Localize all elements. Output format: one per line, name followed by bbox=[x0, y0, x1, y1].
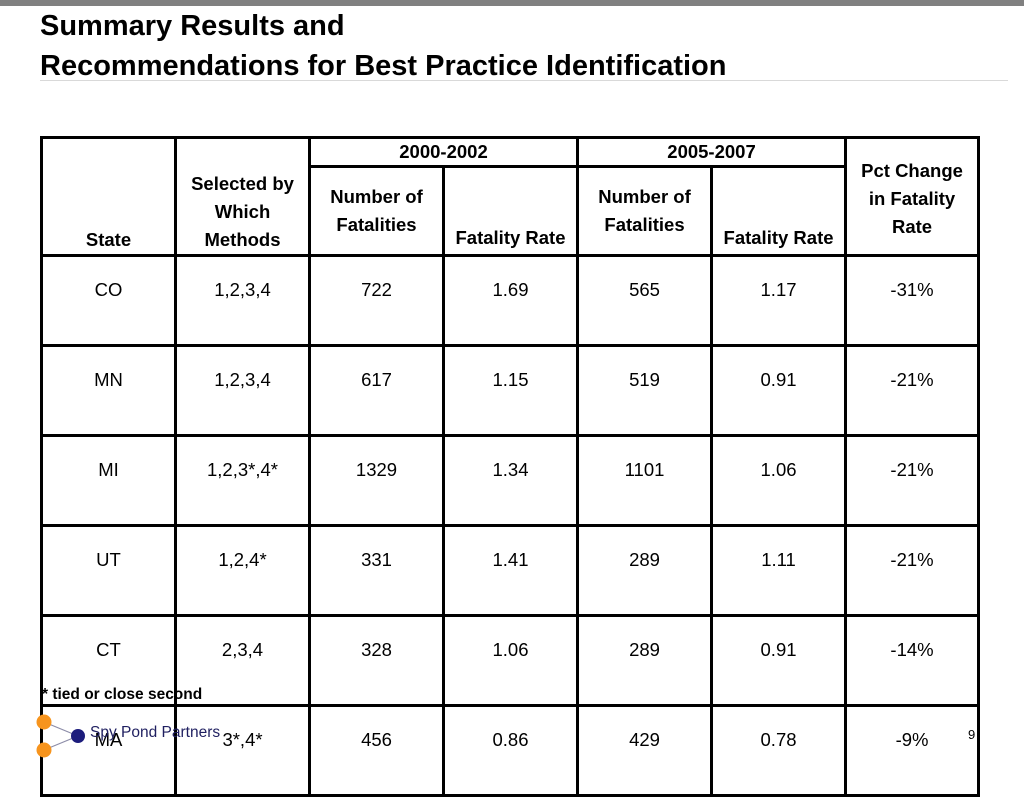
cell-fatalities-2005: 289 bbox=[576, 614, 714, 707]
logo-navy-dot bbox=[71, 729, 85, 743]
cell-state: MI bbox=[40, 434, 177, 527]
cell-rate-2000: 1.06 bbox=[441, 614, 580, 707]
title-line-1: Summary Results and bbox=[40, 10, 345, 42]
header-pct-change: Pct Change in Fatality Rate bbox=[844, 136, 981, 257]
cell-fatalities-2000: 328 bbox=[308, 614, 445, 707]
cell-pct-change: -21% bbox=[844, 524, 981, 617]
table-row-ct: CT 2,3,4 328 1.06 289 0.91 -14% bbox=[40, 614, 981, 707]
cell-fatalities-2005: 565 bbox=[576, 254, 714, 347]
header-fatality-rate-2005: Fatality Rate bbox=[710, 165, 848, 257]
cell-methods: 1,2,3*,4* bbox=[174, 434, 311, 527]
top-accent-bar bbox=[0, 0, 1024, 6]
table-row-mn: MN 1,2,3,4 617 1.15 519 0.91 -21% bbox=[40, 344, 981, 437]
cell-fatalities-2000: 331 bbox=[308, 524, 445, 617]
brand-name: Spy Pond Partners bbox=[90, 724, 221, 741]
cell-pct-change: -21% bbox=[844, 434, 981, 527]
cell-methods: 1,2,3,4 bbox=[174, 344, 311, 437]
table-row-ma: MA 3*,4* 456 0.86 429 0.78 -9% bbox=[40, 704, 981, 797]
cell-rate-2000: 1.41 bbox=[441, 524, 580, 617]
footnote: * tied or close second bbox=[42, 686, 203, 703]
cell-rate-2005: 1.06 bbox=[710, 434, 848, 527]
header-period-2005-2007: 2005-2007 bbox=[576, 136, 848, 168]
cell-methods: 1,2,3,4 bbox=[174, 254, 311, 347]
cell-methods: 3*,4* bbox=[174, 704, 311, 797]
cell-rate-2005: 0.78 bbox=[710, 704, 848, 797]
cell-fatalities-2005: 429 bbox=[576, 704, 714, 797]
cell-fatalities-2000: 456 bbox=[308, 704, 445, 797]
cell-rate-2005: 1.11 bbox=[710, 524, 848, 617]
cell-pct-change: -21% bbox=[844, 344, 981, 437]
header-selected-methods: Selected by Which Methods bbox=[174, 136, 311, 257]
cell-fatalities-2005: 519 bbox=[576, 344, 714, 437]
cell-pct-change: -31% bbox=[844, 254, 981, 347]
cell-rate-2005: 0.91 bbox=[710, 344, 848, 437]
spy-pond-logo-icon bbox=[36, 714, 85, 758]
cell-fatalities-2000: 1329 bbox=[308, 434, 445, 527]
cell-methods: 2,3,4 bbox=[174, 614, 311, 707]
cell-fatalities-2005: 1101 bbox=[576, 434, 714, 527]
cell-state: MN bbox=[40, 344, 177, 437]
logo-orange-dot-top bbox=[36, 714, 52, 730]
header-state: State bbox=[40, 136, 177, 257]
page-number: 9 bbox=[968, 727, 976, 742]
table-row-ut: UT 1,2,4* 331 1.41 289 1.11 -21% bbox=[40, 524, 981, 617]
logo-orange-dot-bottom bbox=[36, 742, 52, 758]
cell-state: CO bbox=[40, 254, 177, 347]
cell-rate-2005: 1.17 bbox=[710, 254, 848, 347]
header-row-periods: State Selected by Which Methods 2000-200… bbox=[40, 136, 981, 257]
cell-pct-change: -9% bbox=[844, 704, 981, 797]
table-row-mi: MI 1,2,3*,4* 1329 1.34 1101 1.06 -21% bbox=[40, 434, 981, 527]
cell-fatalities-2000: 617 bbox=[308, 344, 445, 437]
header-fatalities-2005: Number of Fatalities bbox=[576, 165, 714, 257]
cell-rate-2000: 1.15 bbox=[441, 344, 580, 437]
title-line-2: Recommendations for Best Practice Identi… bbox=[40, 50, 727, 82]
page-title: Summary Results and Recommendations for … bbox=[40, 6, 726, 86]
cell-methods: 1,2,4* bbox=[174, 524, 311, 617]
cell-rate-2005: 0.91 bbox=[710, 614, 848, 707]
title-divider bbox=[40, 80, 1008, 81]
cell-state: CT bbox=[40, 614, 177, 707]
cell-pct-change: -14% bbox=[844, 614, 981, 707]
header-fatalities-2000: Number of Fatalities bbox=[308, 165, 445, 257]
header-row-columns: Number of Fatalities Fatality Rate Numbe… bbox=[42, 165, 979, 257]
header-fatality-rate-2000: Fatality Rate bbox=[441, 165, 580, 257]
cell-state: UT bbox=[40, 524, 177, 617]
table-row-co: CO 1,2,3,4 722 1.69 565 1.17 -31% bbox=[40, 254, 981, 347]
cell-fatalities-2000: 722 bbox=[308, 254, 445, 347]
header-period-2000-2002: 2000-2002 bbox=[307, 136, 580, 168]
cell-rate-2000: 0.86 bbox=[441, 704, 580, 797]
cell-rate-2000: 1.69 bbox=[441, 254, 580, 347]
cell-fatalities-2005: 289 bbox=[576, 524, 714, 617]
cell-rate-2000: 1.34 bbox=[441, 434, 580, 527]
